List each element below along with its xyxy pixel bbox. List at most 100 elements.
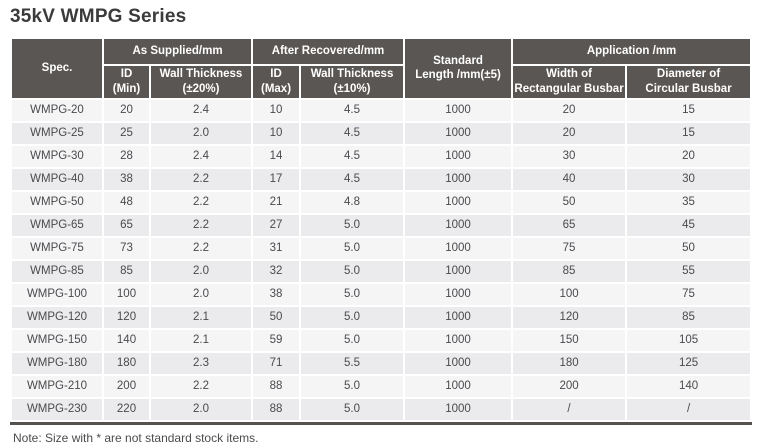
value-cell: 140 xyxy=(104,329,149,351)
value-cell: 31 xyxy=(253,237,300,259)
value-cell: 27 xyxy=(253,214,300,236)
value-cell: 4.5 xyxy=(301,168,404,190)
spec-cell: WMPG-100 xyxy=(12,283,102,305)
header-group-row: Spec. As Supplied/mm After Recovered/mm … xyxy=(12,39,751,98)
spec-cell: WMPG-25 xyxy=(12,122,102,144)
value-cell: 5.0 xyxy=(301,306,404,328)
value-cell: / xyxy=(627,398,751,420)
table-row: WMPG-180 180 2.3 71 5.5 1000 180 125 xyxy=(12,352,751,374)
spec-cell: WMPG-210 xyxy=(12,375,102,397)
col-header-as-supplied: As Supplied/mm xyxy=(104,39,252,64)
value-cell: 1000 xyxy=(405,306,512,328)
value-cell: 1000 xyxy=(405,329,512,351)
value-cell: 1000 xyxy=(405,352,512,374)
value-cell: 1000 xyxy=(405,168,512,190)
value-cell: 5.0 xyxy=(301,214,404,236)
table-row: WMPG-75 73 2.2 31 5.0 1000 75 50 xyxy=(12,237,751,259)
spec-cell: WMPG-30 xyxy=(12,145,102,167)
table-row: WMPG-150 140 2.1 59 5.0 1000 150 105 xyxy=(12,329,751,351)
value-cell: 10 xyxy=(253,99,300,121)
value-cell: 4.5 xyxy=(301,145,404,167)
value-cell: 85 xyxy=(513,260,626,282)
value-cell: 1000 xyxy=(405,191,512,213)
value-cell: 20 xyxy=(627,145,751,167)
value-cell: 28 xyxy=(104,145,149,167)
value-cell: 125 xyxy=(627,352,751,374)
value-cell: 30 xyxy=(627,168,751,190)
value-cell: 88 xyxy=(253,398,300,420)
value-cell: 85 xyxy=(627,306,751,328)
page-title: 35kV WMPG Series xyxy=(10,6,187,27)
value-cell: 1000 xyxy=(405,214,512,236)
value-cell: 4.8 xyxy=(301,191,404,213)
value-cell: 15 xyxy=(627,99,751,121)
value-cell: 1000 xyxy=(405,122,512,144)
table-row: WMPG-25 25 2.0 10 4.5 1000 20 15 xyxy=(12,122,751,144)
value-cell: 180 xyxy=(104,352,149,374)
spec-cell: WMPG-230 xyxy=(12,398,102,420)
value-cell: 2.2 xyxy=(151,168,252,190)
value-cell: 4.5 xyxy=(301,99,404,121)
value-cell: 55 xyxy=(627,260,751,282)
value-cell: 100 xyxy=(104,283,149,305)
value-cell: 30 xyxy=(513,145,626,167)
value-cell: 5.0 xyxy=(301,283,404,305)
col-header-standard-length: Standard Length /mm(±5) xyxy=(405,39,512,98)
spec-cell: WMPG-85 xyxy=(12,260,102,282)
table-row: WMPG-85 85 2.0 32 5.0 1000 85 55 xyxy=(12,260,751,282)
value-cell: 15 xyxy=(627,122,751,144)
value-cell: 1000 xyxy=(405,99,512,121)
value-cell: 5.0 xyxy=(301,375,404,397)
value-cell: 75 xyxy=(627,283,751,305)
value-cell: 4.5 xyxy=(301,122,404,144)
value-cell: 73 xyxy=(104,237,149,259)
value-cell: 200 xyxy=(104,375,149,397)
value-cell: 85 xyxy=(104,260,149,282)
value-cell: 120 xyxy=(104,306,149,328)
value-cell: 25 xyxy=(104,122,149,144)
spec-cell: WMPG-75 xyxy=(12,237,102,259)
value-cell: 2.2 xyxy=(151,237,252,259)
value-cell: 65 xyxy=(104,214,149,236)
value-cell: 180 xyxy=(513,352,626,374)
value-cell: 1000 xyxy=(405,260,512,282)
header-sub-row: ID (Min) Wall Thickness (±20%) ID (Max) … xyxy=(12,66,751,98)
col-header-diam-circ-busbar: Diameter of Circular Busbar xyxy=(627,66,751,98)
value-cell: 17 xyxy=(253,168,300,190)
value-cell: 20 xyxy=(513,99,626,121)
col-header-after-recovered: After Recovered/mm xyxy=(253,39,404,64)
col-header-id-max: ID (Max) xyxy=(253,66,300,98)
table-row: WMPG-120 120 2.1 50 5.0 1000 120 85 xyxy=(12,306,751,328)
value-cell: 20 xyxy=(513,122,626,144)
value-cell: 75 xyxy=(513,237,626,259)
table-row: WMPG-65 65 2.2 27 5.0 1000 65 45 xyxy=(12,214,751,236)
spec-cell: WMPG-65 xyxy=(12,214,102,236)
value-cell: 1000 xyxy=(405,237,512,259)
spec-cell: WMPG-20 xyxy=(12,99,102,121)
value-cell: 40 xyxy=(513,168,626,190)
value-cell: 2.0 xyxy=(151,398,252,420)
value-cell: 1000 xyxy=(405,398,512,420)
table-row: WMPG-40 38 2.2 17 4.5 1000 40 30 xyxy=(12,168,751,190)
value-cell: 65 xyxy=(513,214,626,236)
value-cell: 48 xyxy=(104,191,149,213)
value-cell: 2.2 xyxy=(151,214,252,236)
value-cell: 50 xyxy=(513,191,626,213)
col-header-id-min: ID (Min) xyxy=(104,66,149,98)
value-cell: 14 xyxy=(253,145,300,167)
value-cell: 2.2 xyxy=(151,375,252,397)
table-header: Spec. As Supplied/mm After Recovered/mm … xyxy=(12,39,751,98)
value-cell: 1000 xyxy=(405,283,512,305)
spec-cell: WMPG-150 xyxy=(12,329,102,351)
col-header-wall-thickness-20: Wall Thickness (±20%) xyxy=(151,66,252,98)
value-cell: 35 xyxy=(627,191,751,213)
value-cell: 120 xyxy=(513,306,626,328)
value-cell: 88 xyxy=(253,375,300,397)
value-cell: 2.4 xyxy=(151,145,252,167)
table-row: WMPG-100 100 2.0 38 5.0 1000 100 75 xyxy=(12,283,751,305)
value-cell: 2.3 xyxy=(151,352,252,374)
value-cell: 100 xyxy=(513,283,626,305)
value-cell: 1000 xyxy=(405,145,512,167)
value-cell: 2.0 xyxy=(151,260,252,282)
